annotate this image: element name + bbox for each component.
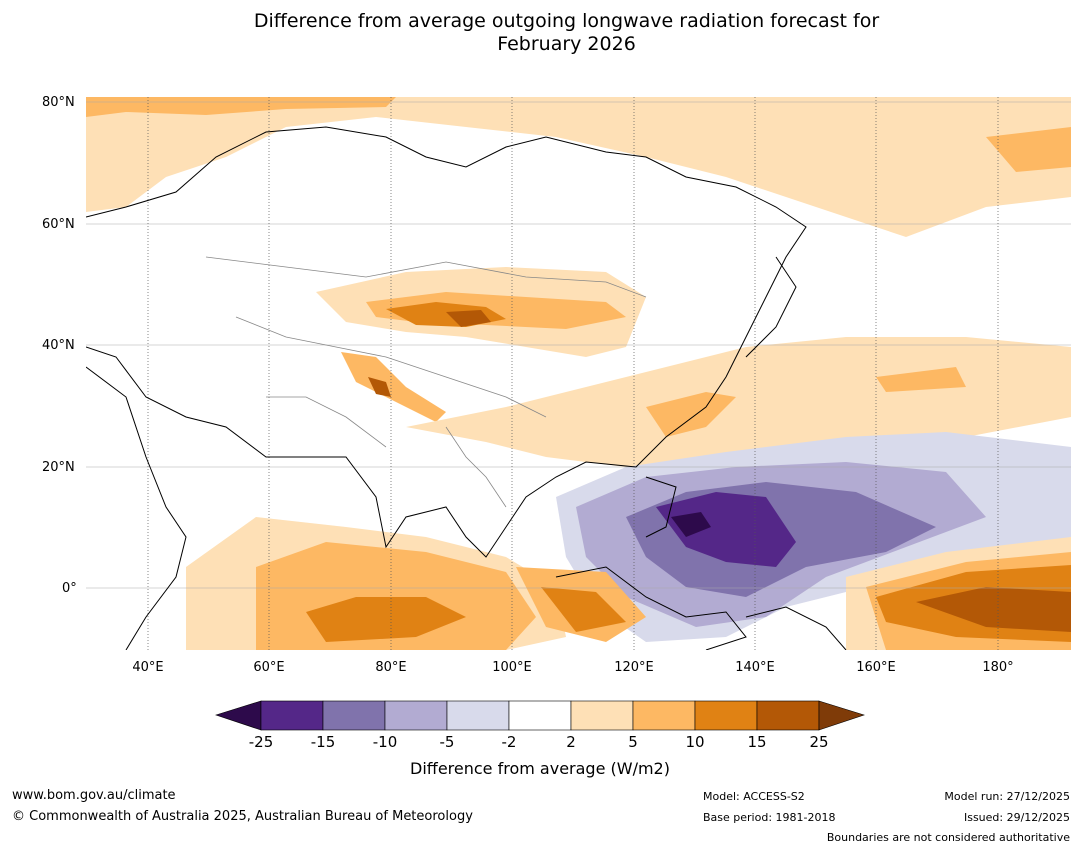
colorbar-swatch-2-5 [570, 700, 634, 731]
title-line-1: Difference from average outgoing longwav… [253, 10, 880, 32]
colorbar-tick-neg2: -2 [501, 733, 517, 751]
anomaly-map [86, 97, 1071, 650]
latitude-gridlines [86, 101, 1071, 589]
colorbar-tick-25: 25 [809, 733, 829, 751]
longitude-gridlines [147, 97, 999, 650]
anomaly-region-5-10-pacific [986, 127, 1071, 172]
title-line-2: February 2026 [497, 33, 636, 55]
coastlines [86, 126, 847, 650]
anomaly-region-10-15-indian-ocean [306, 597, 466, 642]
colorbar-swatch-neg15-neg10 [322, 700, 386, 731]
lon-label-160e: 160°E [856, 660, 896, 675]
colorbar-tick-neg5: -5 [439, 733, 455, 751]
colorbar-swatch-neg5-neg2 [446, 700, 510, 731]
colorbar-tick-10: 10 [685, 733, 705, 751]
lat-label-20n: 20°N [42, 460, 75, 475]
colorbar-swatch-10-15 [694, 700, 758, 731]
lon-label-100e: 100°E [492, 660, 532, 675]
colorbar-tick-neg25: -25 [248, 733, 274, 751]
anomaly-region-10-15-indonesia [541, 587, 626, 632]
copyright-text: © Commonwealth of Australia 2025, Austra… [12, 809, 473, 824]
colorbar-swatch-15-25 [756, 700, 820, 731]
colorbar-title: Difference from average (W/m2) [410, 759, 670, 778]
anomaly-region-2-5-north [86, 97, 1071, 237]
lon-label-60e: 60°E [253, 660, 285, 675]
colorbar-tick-neg15: -15 [310, 733, 336, 751]
colorbar [215, 700, 865, 731]
anomaly-region-15-25-himalaya [368, 377, 391, 397]
lon-label-120e: 120°E [614, 660, 654, 675]
base-period: Base period: 1981-2018 [703, 811, 836, 824]
colorbar-tick-2: 2 [566, 733, 576, 751]
lat-label-80n: 80°N [42, 95, 75, 110]
lat-label-40n: 40°N [42, 338, 75, 353]
lat-label-0: 0° [62, 581, 77, 596]
colorbar-swatch-gt-25 [818, 700, 865, 731]
lon-label-80e: 80°E [375, 660, 407, 675]
anomaly-region-15-25-east-pacific [916, 587, 1071, 632]
model-name: Model: ACCESS-S2 [703, 790, 805, 803]
anomaly-region-5-10-pacific-north [876, 367, 966, 392]
lon-label-140e: 140°E [735, 660, 775, 675]
lon-label-40e: 40°E [132, 660, 164, 675]
boundaries-disclaimer: Boundaries are not considered authoritat… [826, 831, 1070, 844]
colorbar-swatch-lt-neg25 [215, 700, 262, 731]
lon-label-180: 180° [982, 660, 1014, 675]
colorbar-swatch-neg2-2 [508, 700, 572, 731]
colorbar-swatch-5-10 [632, 700, 696, 731]
anomaly-region-5-10-east-asia [646, 392, 736, 437]
colorbar-tick-15: 15 [747, 733, 767, 751]
anomaly-region-lt-neg-25 [671, 512, 711, 537]
colorbar-swatch-neg10-neg5 [384, 700, 448, 731]
colorbar-swatch-neg25-neg15 [260, 700, 324, 731]
anomaly-region-15-25-central-asia [446, 310, 491, 327]
lat-label-60n: 60°N [42, 217, 75, 232]
anomaly-region-neg-15-25 [656, 492, 796, 567]
colorbar-tick-neg10: -10 [372, 733, 398, 751]
colorbar-tick-5: 5 [628, 733, 638, 751]
model-run-date: Model run: 27/12/2025 [944, 790, 1070, 803]
map-panel [86, 97, 1071, 650]
country-boundaries [205, 256, 647, 508]
anomaly-region-5-10-himalaya [341, 352, 446, 422]
map-title: Difference from average outgoing longwav… [0, 10, 1081, 56]
issued-date: Issued: 29/12/2025 [963, 811, 1070, 824]
website-link[interactable]: www.bom.gov.au/climate [12, 788, 176, 803]
